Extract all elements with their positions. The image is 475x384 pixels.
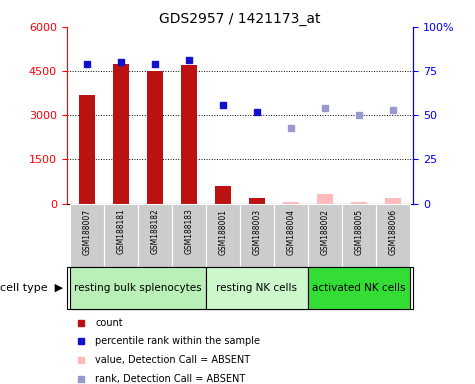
- Text: value, Detection Call = ABSENT: value, Detection Call = ABSENT: [95, 355, 250, 365]
- Bar: [113, 64, 129, 204]
- FancyBboxPatch shape: [342, 204, 376, 267]
- Bar: [249, 198, 265, 204]
- Text: GSM188006: GSM188006: [389, 209, 398, 255]
- FancyBboxPatch shape: [308, 267, 410, 309]
- Text: cell type  ▶: cell type ▶: [0, 283, 63, 293]
- Text: resting NK cells: resting NK cells: [217, 283, 297, 293]
- Bar: [385, 199, 400, 204]
- Bar: [351, 202, 367, 204]
- FancyBboxPatch shape: [308, 204, 342, 267]
- Title: GDS2957 / 1421173_at: GDS2957 / 1421173_at: [159, 12, 321, 26]
- FancyBboxPatch shape: [66, 267, 413, 309]
- Text: GSM188182: GSM188182: [151, 209, 160, 254]
- Text: GSM188003: GSM188003: [252, 209, 261, 255]
- FancyBboxPatch shape: [376, 204, 410, 267]
- Text: count: count: [95, 318, 123, 328]
- Bar: [317, 194, 332, 204]
- FancyBboxPatch shape: [274, 204, 308, 267]
- FancyBboxPatch shape: [240, 204, 274, 267]
- Text: rank, Detection Call = ABSENT: rank, Detection Call = ABSENT: [95, 374, 245, 384]
- Text: resting bulk splenocytes: resting bulk splenocytes: [74, 283, 202, 293]
- Bar: [147, 71, 162, 204]
- FancyBboxPatch shape: [70, 204, 104, 267]
- FancyBboxPatch shape: [172, 204, 206, 267]
- Text: GSM188183: GSM188183: [184, 209, 193, 255]
- Text: GSM188001: GSM188001: [218, 209, 228, 255]
- FancyBboxPatch shape: [70, 267, 206, 309]
- Bar: [79, 94, 95, 204]
- Text: GSM188002: GSM188002: [320, 209, 329, 255]
- Text: percentile rank within the sample: percentile rank within the sample: [95, 336, 260, 346]
- Text: GSM188005: GSM188005: [354, 209, 363, 255]
- Text: GSM188004: GSM188004: [286, 209, 295, 255]
- Text: GSM188181: GSM188181: [116, 209, 125, 254]
- FancyBboxPatch shape: [104, 204, 138, 267]
- Text: activated NK cells: activated NK cells: [312, 283, 406, 293]
- Text: GSM188007: GSM188007: [82, 209, 91, 255]
- FancyBboxPatch shape: [138, 204, 172, 267]
- Bar: [181, 65, 197, 204]
- Bar: [283, 202, 298, 204]
- FancyBboxPatch shape: [206, 267, 308, 309]
- FancyBboxPatch shape: [206, 204, 240, 267]
- Bar: [215, 186, 230, 204]
